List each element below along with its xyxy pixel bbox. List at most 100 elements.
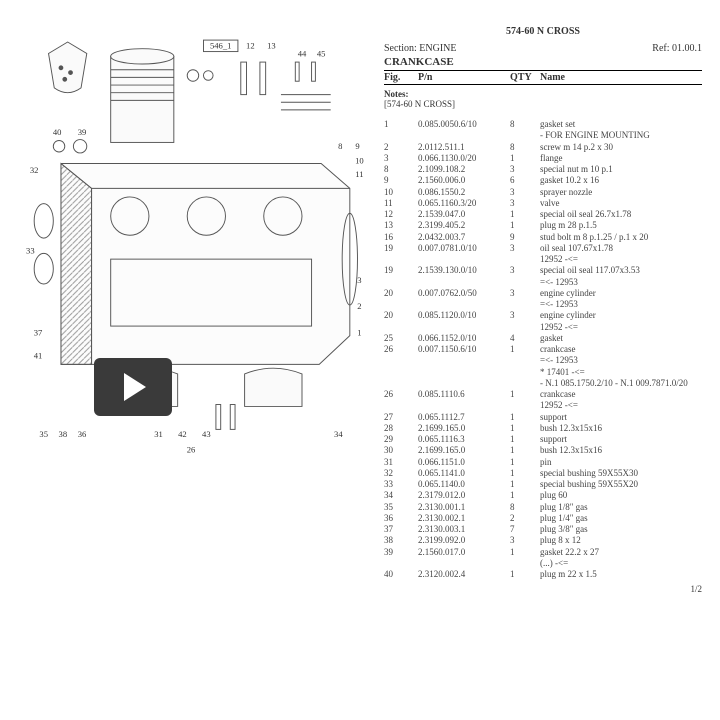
cell-pn: 2.0112.511.1 xyxy=(418,142,510,153)
cell-fig: 25 xyxy=(384,333,418,344)
cell-pn xyxy=(418,299,510,310)
cell-fig xyxy=(384,322,418,333)
table-row: 382.3199.092.03plug 8 x 12 xyxy=(384,535,692,546)
cell-fig: 34 xyxy=(384,490,418,501)
cell-fig xyxy=(384,400,418,411)
cell-fig xyxy=(384,558,418,569)
cell-qty: 8 xyxy=(510,142,540,153)
cell-pn: 0.085.0050.6/10 xyxy=(418,119,510,130)
cell-name: flange xyxy=(540,153,692,164)
cell-pn: 2.1099.108.2 xyxy=(418,164,510,175)
cell-name: gasket xyxy=(540,333,692,344)
table-row: 132.3199.405.21plug m 28 p.1.5 xyxy=(384,220,692,231)
cell-name: special bushing 59X55X20 xyxy=(540,479,692,490)
cell-name: * 17401 -<= xyxy=(540,367,692,378)
cell-name: support xyxy=(540,434,692,445)
cell-name: valve xyxy=(540,198,692,209)
cell-name: plug 1/8" gas xyxy=(540,502,692,513)
cell-name: bush 12.3x15x16 xyxy=(540,423,692,434)
callout-label: 34 xyxy=(334,429,343,439)
cell-pn: 0.085.1110.6 xyxy=(418,389,510,400)
cell-qty: 3 xyxy=(510,187,540,198)
cell-pn xyxy=(418,322,510,333)
cell-qty: 9 xyxy=(510,232,540,243)
callout-label: 37 xyxy=(34,328,43,338)
cell-fig xyxy=(384,130,418,141)
cell-name: screw m 14 p.2 x 30 xyxy=(540,142,692,153)
table-row: 392.1560.017.01gasket 22.2 x 27 xyxy=(384,547,692,558)
cell-pn: 0.066.1130.0/20 xyxy=(418,153,510,164)
cell-qty: 1 xyxy=(510,468,540,479)
cell-qty: 2 xyxy=(510,513,540,524)
page-number: 1/2 xyxy=(690,584,702,594)
cell-qty: 6 xyxy=(510,175,540,186)
cell-fig: 40 xyxy=(384,569,418,580)
cell-name: plug 1/4" gas xyxy=(540,513,692,524)
cell-pn: 2.3130.002.1 xyxy=(418,513,510,524)
cell-fig: 31 xyxy=(384,457,418,468)
cell-qty: 1 xyxy=(510,389,540,400)
cell-pn: 2.1539.130.0/10 xyxy=(418,265,510,276)
cell-qty: 1 xyxy=(510,220,540,231)
table-row: 320.065.1141.01special bushing 59X55X30 xyxy=(384,468,692,479)
callout-label: 3 xyxy=(357,275,361,285)
section-label: Section: xyxy=(384,43,417,54)
play-button[interactable] xyxy=(94,358,172,416)
cell-name: plug m 22 x 1.5 xyxy=(540,569,692,580)
callout-label: 36 xyxy=(78,429,87,439)
cell-qty: 1 xyxy=(510,412,540,423)
cell-qty: 1 xyxy=(510,153,540,164)
cell-name: plug 60 xyxy=(540,490,692,501)
table-row: - N.1 085.1750.2/10 - N.1 009.7871.0/20 xyxy=(384,378,692,389)
cell-qty: 3 xyxy=(510,535,540,546)
cell-pn: 2.3199.405.2 xyxy=(418,220,510,231)
cell-fig: 28 xyxy=(384,423,418,434)
callout-label: 40 xyxy=(53,127,62,137)
cell-name: crankcase xyxy=(540,344,692,355)
cell-pn xyxy=(418,400,510,411)
cell-name: special nut m 10 p.1 xyxy=(540,164,692,175)
table-row: 200.085.1120.0/103engine cylinder xyxy=(384,310,692,321)
cell-pn: 0.086.1550.2 xyxy=(418,187,510,198)
table-row: 260.085.1110.61crankcase xyxy=(384,389,692,400)
cell-fig: 20 xyxy=(384,310,418,321)
cell-fig: 26 xyxy=(384,389,418,400)
callout-label: 26 xyxy=(187,444,196,454)
table-row: =<- 12953 xyxy=(384,277,692,288)
cell-fig: 16 xyxy=(384,232,418,243)
model-title: 574-60 N CROSS xyxy=(384,26,702,37)
cell-pn xyxy=(418,558,510,569)
cell-fig: 30 xyxy=(384,445,418,456)
cell-name: plug m 28 p.1.5 xyxy=(540,220,692,231)
cell-fig: 20 xyxy=(384,288,418,299)
cell-pn: 0.007.1150.6/10 xyxy=(418,344,510,355)
page-title: CRANKCASE xyxy=(384,56,702,68)
cell-fig: 9 xyxy=(384,175,418,186)
cell-name: pin xyxy=(540,457,692,468)
cell-qty: 3 xyxy=(510,265,540,276)
cell-fig xyxy=(384,254,418,265)
cell-pn: 2.3130.001.1 xyxy=(418,502,510,513)
cell-qty: 7 xyxy=(510,524,540,535)
cell-pn: 0.065.1141.0 xyxy=(418,468,510,479)
table-row: 330.065.1140.01special bushing 59X55X20 xyxy=(384,479,692,490)
table-row: =<- 12953 xyxy=(384,355,692,366)
cell-qty xyxy=(510,130,540,141)
cell-name: (...) -<= xyxy=(540,558,692,569)
cell-qty xyxy=(510,322,540,333)
cell-name: support xyxy=(540,412,692,423)
section-value: ENGINE xyxy=(419,43,456,54)
cell-fig: 33 xyxy=(384,479,418,490)
cell-pn: 2.3130.003.1 xyxy=(418,524,510,535)
cell-pn: 2.3179.012.0 xyxy=(418,490,510,501)
cell-fig: 32 xyxy=(384,468,418,479)
cell-name: special oil seal 26.7x1.78 xyxy=(540,209,692,220)
cell-name: plug 8 x 12 xyxy=(540,535,692,546)
cell-qty: 3 xyxy=(510,288,540,299)
table-row: 362.3130.002.12plug 1/4" gas xyxy=(384,513,692,524)
cell-qty: 1 xyxy=(510,344,540,355)
cell-name: gasket set xyxy=(540,119,692,130)
cell-fig xyxy=(384,378,418,389)
cell-qty: 1 xyxy=(510,547,540,558)
callout-label: 10 xyxy=(355,155,364,165)
